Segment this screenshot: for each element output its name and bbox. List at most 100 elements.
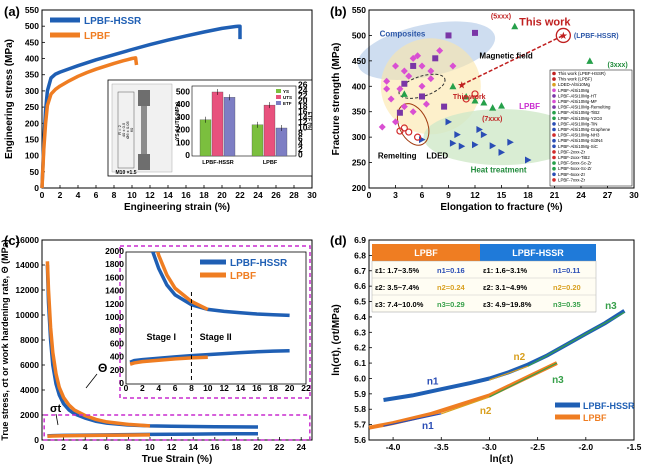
inset-y2-label: ETF (%) xyxy=(306,112,312,131)
x-tick-label: 26 xyxy=(271,190,281,200)
inset-dashed-frame xyxy=(119,245,311,399)
inset-y2-tick: 18 xyxy=(298,101,308,111)
data-point xyxy=(400,90,408,97)
inset-y-tick: 1400 xyxy=(105,286,124,296)
y-tick-label: 550 xyxy=(25,5,39,15)
legend-entry: LDED-AlSi10Mg xyxy=(558,82,591,87)
annotation-label: (5xxx) xyxy=(491,14,511,21)
x-tick-label: 2 xyxy=(61,442,66,452)
y-tick-label: 550 xyxy=(352,5,366,15)
stress-strain-curve xyxy=(40,24,242,189)
legend-entry: LPBF-2xxx-Zr xyxy=(558,149,586,154)
data-point xyxy=(511,22,519,30)
y-tick-label: 200 xyxy=(352,183,366,193)
fit-line xyxy=(383,413,442,427)
data-point xyxy=(392,62,399,70)
inset-y2-tick: 14 xyxy=(298,112,308,122)
data-point xyxy=(410,62,417,69)
inset-y-tick: 2000 xyxy=(105,246,124,256)
y-tick-label: 250 xyxy=(352,158,366,168)
legend-entry: LPBF-6xxx-Zr xyxy=(558,172,586,177)
y-tick-label: 6.2 xyxy=(354,343,366,353)
legend-entry: LPBF-AlSi10Mg-NH3 xyxy=(558,133,600,138)
y-tick-label: 16000 xyxy=(15,235,39,245)
data-point xyxy=(449,139,457,147)
legend-marker xyxy=(552,144,556,149)
annotation-label: Composites xyxy=(380,29,426,38)
inset-y-tick: 100 xyxy=(176,137,190,147)
y-tick-label: 6.4 xyxy=(354,312,366,322)
y-tick-label: 6000 xyxy=(20,360,39,370)
stage-label: Stage I xyxy=(146,332,176,342)
x-tick-label: 16 xyxy=(210,442,220,452)
specimen-dimension: R = 2 xyxy=(117,124,122,134)
data-point xyxy=(498,102,505,109)
legend-marker xyxy=(552,82,556,87)
y-tick-label: 500 xyxy=(352,30,366,40)
y-tick-label: 0 xyxy=(34,183,39,193)
data-point xyxy=(480,131,488,139)
inset-x-tick: 4 xyxy=(156,383,161,393)
specimen-dimension: M10 ×1.5 xyxy=(116,170,137,176)
specimen-photo: M10 ×1.5 R = 2 40 ± 0.5 Ø6 ± 0.05 60 xyxy=(111,83,173,176)
x-tick-label: -2.5 xyxy=(530,442,545,452)
x-axis-label: Elongation to fracture (%) xyxy=(440,202,562,213)
y-tick-label: 350 xyxy=(25,70,39,80)
legend-entry: LPBF-AlSi10Mg-Graphene xyxy=(558,127,611,132)
legend-marker xyxy=(552,150,556,154)
fit-line xyxy=(489,365,529,381)
inset-x-tick: 20 xyxy=(285,383,295,393)
annotation-label: (LPBF-HSSR) xyxy=(574,33,619,40)
data-point xyxy=(396,85,404,93)
data-point xyxy=(400,67,408,75)
data-point xyxy=(498,148,505,156)
y-tick-label: 50 xyxy=(30,167,40,177)
star-icon: ★ xyxy=(457,80,466,91)
inset-y2-tick: 22 xyxy=(298,90,308,100)
n-label: n2 xyxy=(480,406,492,417)
magnetic-field-ellipse xyxy=(398,73,446,99)
panel-d: -4.0 -3.5 -3.0 -2.5 -2.0 -1.5 5.6 5.7 5.8 5.9 6.0 6… xyxy=(331,235,642,465)
inset-x-tick: 8 xyxy=(189,383,194,393)
data-point xyxy=(414,52,422,60)
data-point xyxy=(586,57,594,64)
legend-label: LPBF xyxy=(230,271,256,282)
work-hardening-curve xyxy=(45,264,259,429)
this-work-arrow xyxy=(461,34,564,86)
legend-marker xyxy=(552,178,556,182)
panel-label-c: (c) xyxy=(4,233,20,248)
data-point xyxy=(449,62,457,70)
legend-marker xyxy=(552,122,556,126)
inset-y2-tick: 8 xyxy=(298,128,303,138)
inset-y-tick: 500 xyxy=(176,86,190,96)
y-tick-label: 450 xyxy=(352,56,366,66)
stress-strain-curve xyxy=(40,56,139,189)
y-tick-label: 0 xyxy=(34,435,39,445)
inset-bar xyxy=(223,97,236,157)
legend-label: LPBF-HSSR xyxy=(230,258,288,269)
y-axis-label: Engineering stress (MPa) xyxy=(4,39,15,159)
annotation-label: (7xxx) xyxy=(482,116,502,123)
theta-label: Θ xyxy=(98,361,107,375)
data-point xyxy=(401,80,408,87)
fit-line xyxy=(392,387,452,400)
data-point xyxy=(427,67,435,75)
data-point xyxy=(454,131,461,139)
n-label: n2 xyxy=(514,352,526,363)
data-point xyxy=(480,99,488,106)
x-tick-label: 24 xyxy=(253,190,263,200)
specimen-dimension: Ø6 ± 0.05 xyxy=(125,120,130,138)
legend-marker xyxy=(552,172,556,177)
legend-marker xyxy=(552,99,556,104)
data-point xyxy=(458,142,466,150)
legend-entry: LPBF-AlSi10Mg xyxy=(558,88,590,93)
x-tick-label: 18 xyxy=(199,190,209,200)
legend-marker xyxy=(552,166,556,171)
x-tick-label: 0 xyxy=(40,190,45,200)
table-header: LPBF xyxy=(414,248,438,258)
annotation-label: Magnetic field xyxy=(479,51,532,60)
data-point xyxy=(507,138,514,146)
inset-bar xyxy=(251,124,264,157)
y-tick-label: 6.8 xyxy=(354,250,366,260)
panel-a: 0 2 4 6 8 10 12 14 16 18 20 22 24 26 28 300501001502002… xyxy=(4,5,317,213)
